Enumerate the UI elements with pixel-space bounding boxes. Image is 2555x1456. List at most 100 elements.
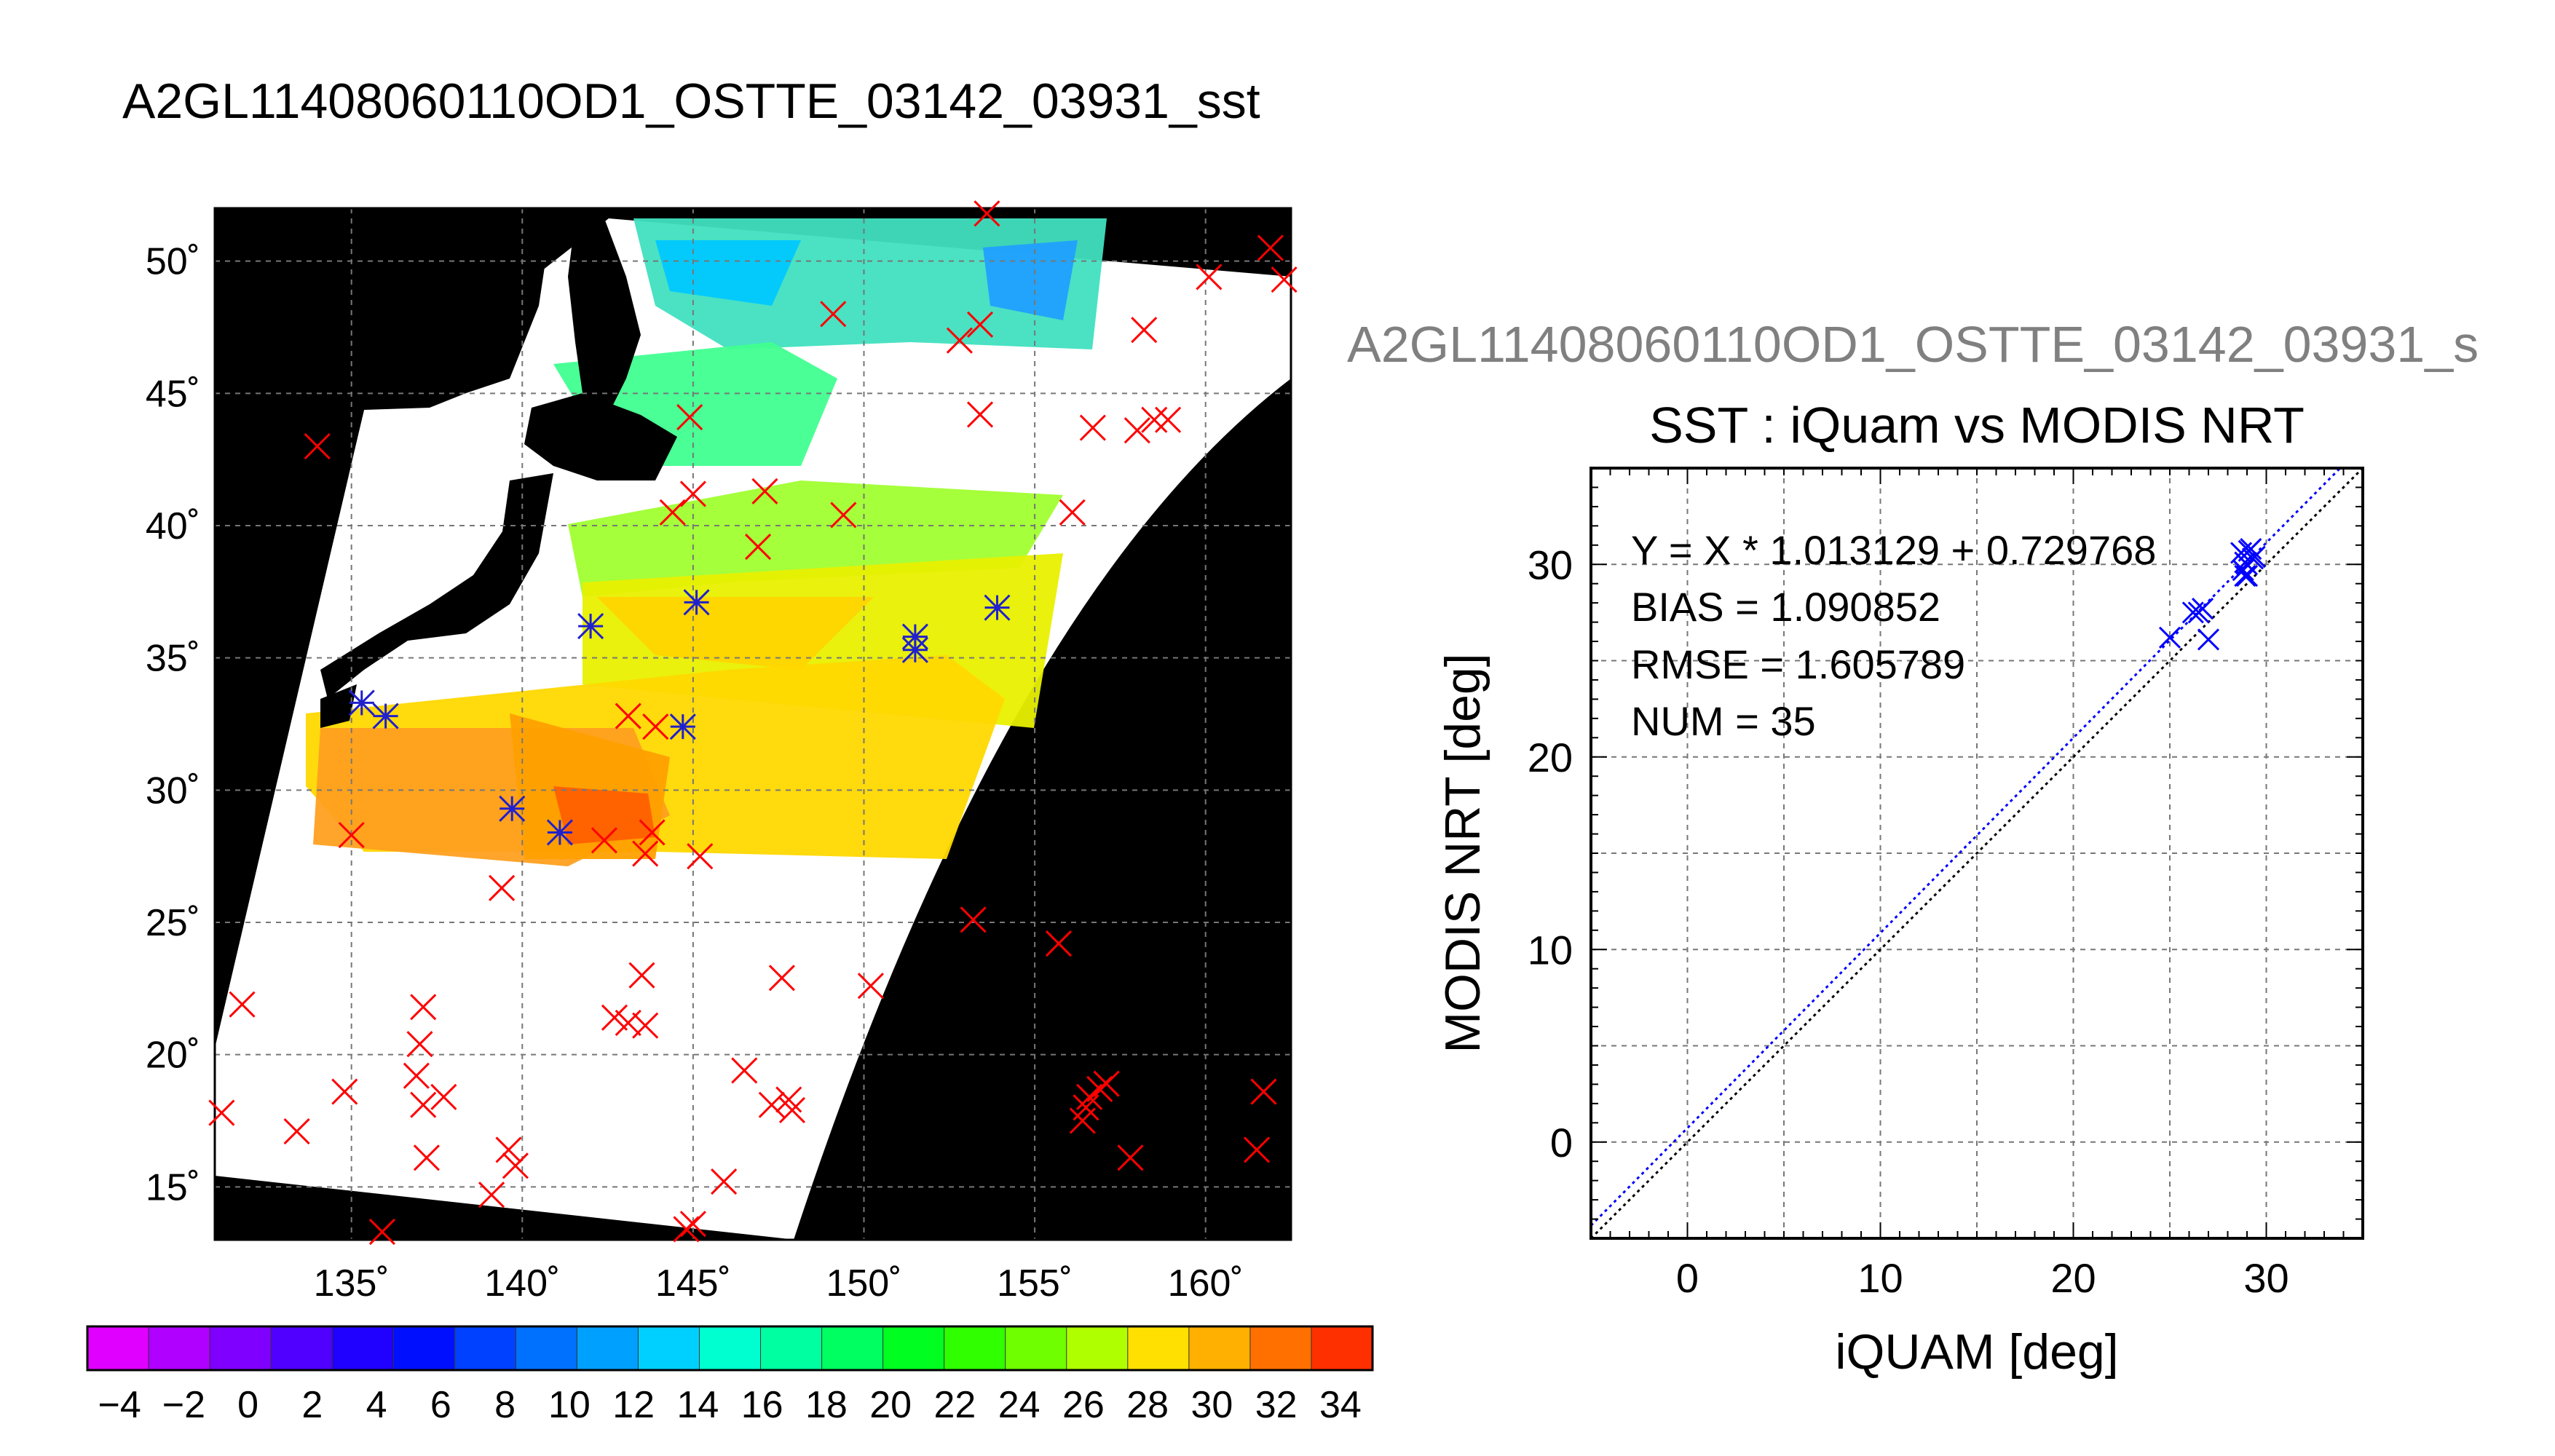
marker-stroke [489, 874, 516, 901]
marker-stroke [304, 432, 331, 460]
colorbar-swatch [332, 1326, 394, 1370]
colorbar-swatch [1249, 1326, 1312, 1370]
buoy-marker-x [960, 906, 987, 933]
buoy-marker-x [1131, 317, 1158, 344]
buoy-marker-x [775, 1086, 802, 1113]
marker-stroke [430, 1083, 457, 1110]
marker-stroke [960, 906, 987, 933]
buoy-marker-x [1141, 406, 1168, 433]
colorbar-swatch [149, 1326, 210, 1370]
y-tick-label: 30 [1528, 542, 1573, 587]
map-lon-tick-label: 160˚ [1168, 1262, 1244, 1305]
buoy-marker-x [413, 1144, 440, 1171]
colorbar-tick-label: 2 [301, 1384, 323, 1426]
buoy-marker-x [338, 822, 365, 849]
buoy-marker-x [659, 499, 686, 526]
marker-stroke [615, 1010, 641, 1037]
buoy-marker-x [632, 1012, 659, 1039]
scatter-point [2197, 628, 2220, 651]
y-tick-label: 20 [1528, 735, 1573, 780]
matchup-marker-asterisk [984, 594, 1011, 621]
buoy-marker-x [1045, 930, 1073, 957]
buoy-marker-x [403, 1062, 430, 1089]
sst-field-cold-north [655, 240, 801, 306]
marker-stroke [1124, 417, 1150, 444]
buoy-marker-x [591, 827, 617, 854]
matchup-marker-asterisk [577, 613, 604, 640]
colorbar-tick-label: −2 [162, 1384, 205, 1426]
colorbar-swatch [210, 1326, 272, 1370]
marker-stroke [1059, 499, 1086, 526]
marker-stroke [687, 843, 714, 870]
map-grid [215, 208, 1291, 1240]
colorbar-tick-label: 32 [1255, 1384, 1298, 1426]
buoy-marker-x [502, 1152, 529, 1179]
colorbar-tick-label: 8 [494, 1384, 516, 1426]
sst-field-hot-spot [553, 786, 655, 844]
colorbar-swatch [1066, 1326, 1129, 1370]
marker-stroke [2158, 626, 2181, 649]
marker-stroke [1076, 1083, 1103, 1110]
marker-stroke [1250, 1078, 1277, 1105]
map-lon-tick-label: 155˚ [997, 1262, 1073, 1305]
colorbar-swatch [821, 1326, 884, 1370]
buoy-marker-x [768, 965, 795, 992]
comparison-scatter-panel: A2GL11408060110OD1_OSTTE_03142_03931_s SS… [1347, 316, 2479, 1380]
colorbar-swatch [1005, 1326, 1067, 1370]
map-lat-tick-label: 40˚ [146, 505, 200, 547]
marker-stroke [229, 991, 256, 1018]
buoy-marker-x [430, 1083, 457, 1110]
marker-stroke [1073, 1094, 1099, 1121]
colorbar-swatch [577, 1326, 639, 1370]
sst-colorbar: −4 −2 0 2 4 6 8 10 12 14 16 18 20 22 24 26 28 30 32 34 [86, 1325, 1374, 1426]
colorbar-swatch [1188, 1326, 1251, 1370]
buoy-marker-x [1079, 414, 1106, 441]
sst-field-warm-core [597, 597, 874, 670]
hokkaido [524, 393, 677, 480]
scatter-point [2235, 565, 2259, 587]
colorbar-swatch [271, 1326, 333, 1370]
buoy-marker-x [744, 534, 772, 561]
buoy-marker-x [711, 1168, 738, 1195]
marker-stroke [2191, 598, 2214, 620]
marker-stroke [1155, 406, 1182, 433]
marker-stroke [642, 713, 669, 740]
colorbar-tick-label: 20 [869, 1384, 912, 1426]
marker-stroke [659, 499, 686, 526]
colorbar-swatch [516, 1326, 577, 1370]
map-lat-tick-label: 15˚ [146, 1166, 200, 1208]
buoy-marker-x [283, 1117, 310, 1145]
marker-stroke [632, 1012, 659, 1039]
buoy-marker-x [966, 311, 994, 338]
colorbar-swatch [638, 1326, 700, 1370]
sst-field-cold-pool [983, 240, 1078, 320]
marker-stroke [830, 502, 857, 529]
marker-stroke [2197, 628, 2220, 651]
marker-stroke [1093, 1070, 1120, 1097]
buoy-marker-x [1257, 234, 1284, 261]
honshu [320, 473, 553, 699]
swath-edge-mask [794, 379, 1291, 1240]
matchup-marker-asterisk [683, 589, 710, 616]
y-axis-label: MODIS NRT [deg] [1435, 653, 1490, 1053]
buoy-marker-x [679, 480, 706, 507]
map-lat-tick-label: 30˚ [146, 769, 200, 812]
colorbar-tick-label: 0 [237, 1384, 258, 1426]
marker-stroke [778, 1096, 806, 1124]
colorbar-swatch [454, 1326, 516, 1370]
marker-stroke [857, 973, 884, 1000]
marker-stroke [368, 1219, 395, 1246]
buoy-marker-x [601, 1004, 628, 1031]
colorbar-tick-label: 30 [1190, 1384, 1233, 1426]
scatter-point [2191, 598, 2214, 620]
map-lat-tick-label: 20˚ [146, 1034, 200, 1077]
colorbar-tick-label: 16 [741, 1384, 783, 1426]
buoy-marker-x [1250, 1078, 1277, 1105]
marker-stroke [410, 1091, 437, 1118]
scatter-title: SST : iQuam vs MODIS NRT [1649, 397, 2305, 454]
buoy-marker-x [820, 301, 847, 328]
colorbar-tick-label: 12 [612, 1384, 655, 1426]
marker-stroke [495, 1136, 522, 1163]
buoy-marker-x [410, 1091, 437, 1118]
marker-stroke [639, 819, 666, 846]
